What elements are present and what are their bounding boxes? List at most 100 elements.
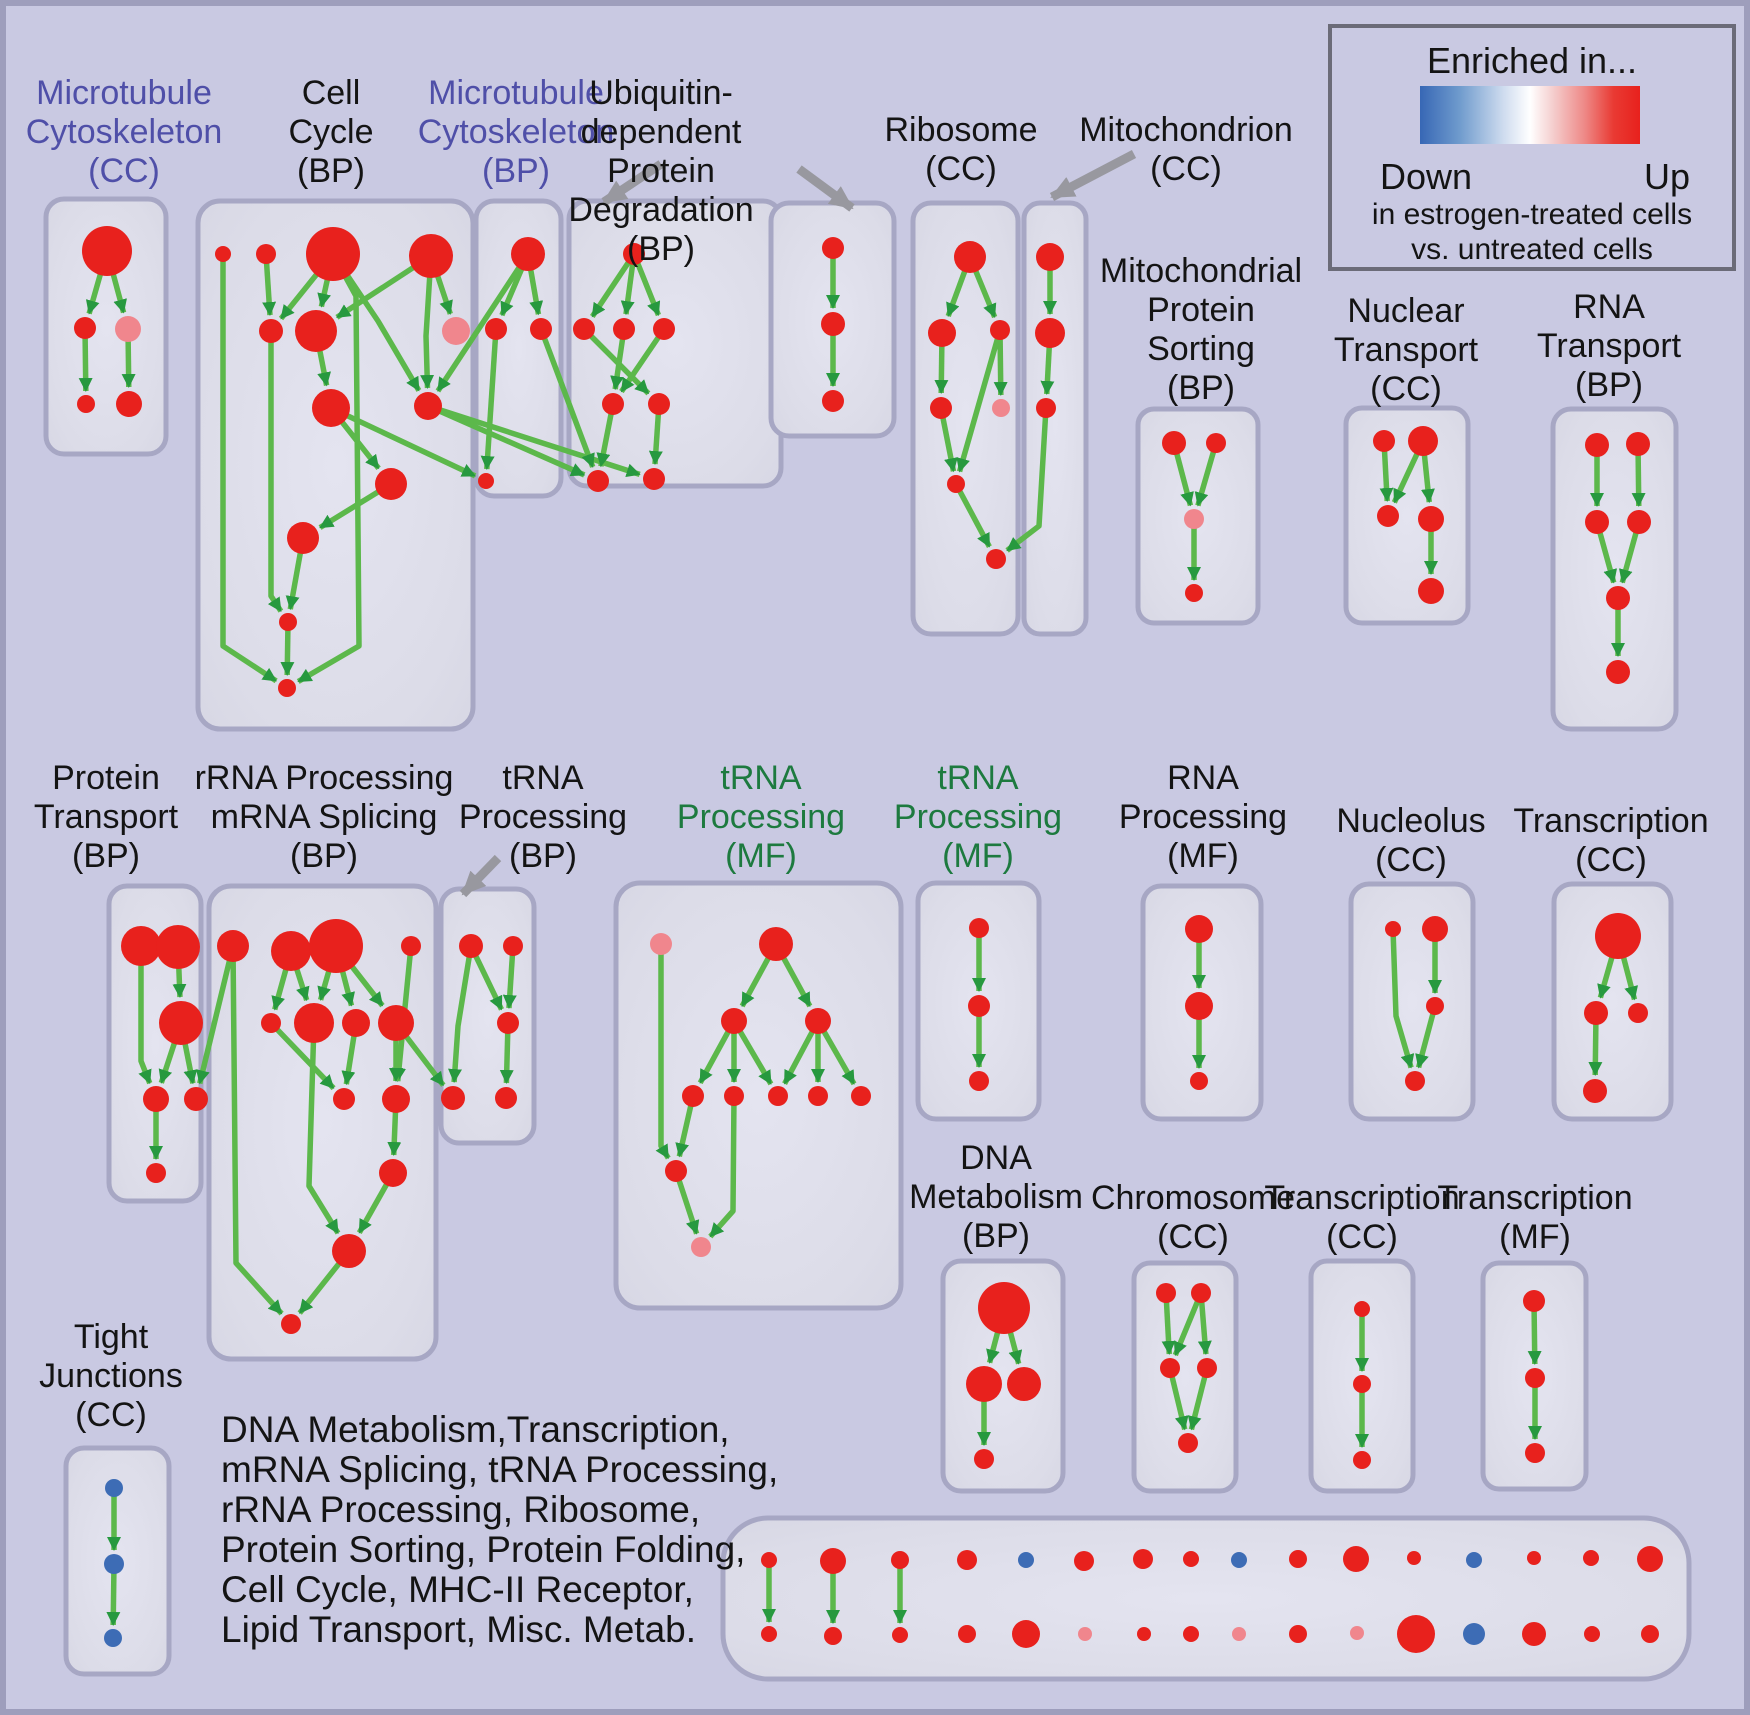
label-line: (MF) [942, 837, 1014, 875]
ubiquitin-degradation-bp-label: Ubiquitin-dependent Protein Degradation (BP… [568, 74, 753, 269]
label-line: Protein [1147, 291, 1255, 329]
graph-node-red [332, 1234, 366, 1268]
graph-node-red [820, 1548, 846, 1574]
label-pointer-arrow [459, 854, 502, 898]
label-line: (BP) [1167, 369, 1235, 407]
graph-node-red [1583, 1550, 1599, 1566]
graph-node-pink [1078, 1627, 1092, 1641]
graph-node-red [382, 1085, 410, 1113]
graph-node-red [1523, 1290, 1545, 1312]
graph-node-blue [1231, 1552, 1247, 1568]
graph-node-red [1160, 1358, 1180, 1378]
legend-subtitle-2: vs. untreated cells [1411, 233, 1653, 266]
legend-down-label: Down [1380, 156, 1473, 197]
graph-edge [590, 252, 637, 319]
graph-node-red [259, 319, 283, 343]
legend: Enriched in... Down Up in estrogen-treat… [1328, 24, 1736, 271]
mitochondrial-protein-sorting-bp-label: Mitochondrial Protein Sorting (BP) [1100, 252, 1302, 408]
graph-edge [138, 946, 153, 1085]
graph-node-red [281, 1314, 301, 1334]
graph-node-red [1641, 1625, 1659, 1643]
label-line: (CC) [925, 150, 997, 188]
graph-edge [329, 405, 477, 479]
transcription-cc-upper-box [1551, 881, 1674, 1122]
graph-node-red [1422, 916, 1448, 942]
graph-node-red [974, 1449, 994, 1469]
label-line: Processing [1118, 798, 1288, 836]
label-line: Transport [33, 798, 179, 836]
label-line: DNA [960, 1139, 1032, 1177]
label-line: Sorting [1147, 330, 1255, 368]
graph-edge [420, 255, 435, 390]
graph-edge [655, 944, 671, 1160]
label-pointer-arrow [1049, 150, 1137, 201]
chromosome-cc-box [1131, 1260, 1239, 1494]
graph-node-red [1289, 1625, 1307, 1643]
label-line: (CC) [75, 1396, 147, 1434]
graph-node-pink [691, 1237, 711, 1257]
graph-edge [448, 945, 474, 1084]
label-pointer-arrow [601, 160, 664, 206]
rna-processing-mf-label: RNA Processing (MF) [1119, 759, 1287, 876]
graph-node-red [1628, 1003, 1648, 1023]
graph-node-red [478, 473, 494, 489]
graph-node-red [1584, 1626, 1600, 1642]
label-line: Cytoskeleton [25, 113, 223, 151]
graph-node-red [1595, 913, 1641, 959]
label-line: (CC) [1375, 841, 1447, 879]
graph-node-red [1354, 1301, 1370, 1317]
label-line: Degradation [568, 191, 754, 229]
graph-node-pink [1350, 1626, 1364, 1640]
chromosome-cc-label: Chromosome (CC) [1091, 1179, 1295, 1257]
graph-node-red [759, 927, 793, 961]
protein-transport-bp-label: Protein Transport (BP) [34, 759, 178, 876]
graph-node-red [721, 1008, 747, 1034]
graph-node-red [1397, 1615, 1435, 1653]
graph-node-red [116, 391, 142, 417]
graph-node-red [333, 1088, 355, 1110]
graph-node-red [1373, 430, 1395, 452]
graph-node-red [1156, 1283, 1176, 1303]
graph-node-blue [105, 1479, 123, 1497]
graph-node-red [287, 522, 319, 554]
graph-node-red [409, 234, 453, 278]
label-line: Ubiquitin- [589, 74, 733, 112]
graph-node-blue [1463, 1623, 1485, 1645]
graph-node-red [401, 936, 421, 956]
graph-node-red [74, 317, 96, 339]
tight-junctions-cc-label: Tight Junctions (CC) [39, 1318, 183, 1435]
label-pointer-arrow [796, 165, 855, 212]
graph-node-red [613, 318, 635, 340]
graph-node-red [1627, 510, 1651, 534]
transcription-cc-upper-label: Transcription (CC) [1513, 802, 1708, 880]
graph-node-red [768, 1086, 788, 1106]
graph-node-red [1197, 1358, 1217, 1378]
label-line: Transport [1536, 327, 1682, 365]
label-line: (BP) [297, 152, 365, 190]
label-line: (BP) [508, 837, 577, 875]
graph-edge [1390, 928, 1415, 1069]
graph-node-red [1525, 1368, 1545, 1388]
label-line: RNA [1167, 759, 1239, 797]
graph-node-red [1637, 1546, 1663, 1572]
graph-node-pink [650, 933, 672, 955]
note-line: rRNA Processing, Ribosome, [221, 1489, 701, 1530]
graph-node-red [1012, 1620, 1040, 1648]
graph-node-red [217, 930, 249, 962]
graph-node-red [256, 244, 276, 264]
graph-node-red [294, 1003, 334, 1043]
graph-edge [1194, 442, 1219, 507]
graph-node-red [1606, 586, 1630, 610]
dna-metabolism-bp-box [940, 1258, 1066, 1494]
graph-edge [673, 1170, 700, 1235]
graph-node-red [573, 318, 595, 340]
graph-edge [1167, 1367, 1189, 1431]
label-line: Transcription [1513, 802, 1709, 840]
microtubule-cytoskeleton-cc-box [43, 196, 169, 457]
graph-node-red [159, 1001, 203, 1045]
graph-node-red [1606, 660, 1630, 684]
graph-node-red [822, 390, 844, 412]
graph-node-red [928, 319, 956, 347]
graph-node-red [602, 393, 624, 415]
graph-node-red [1137, 1627, 1151, 1641]
